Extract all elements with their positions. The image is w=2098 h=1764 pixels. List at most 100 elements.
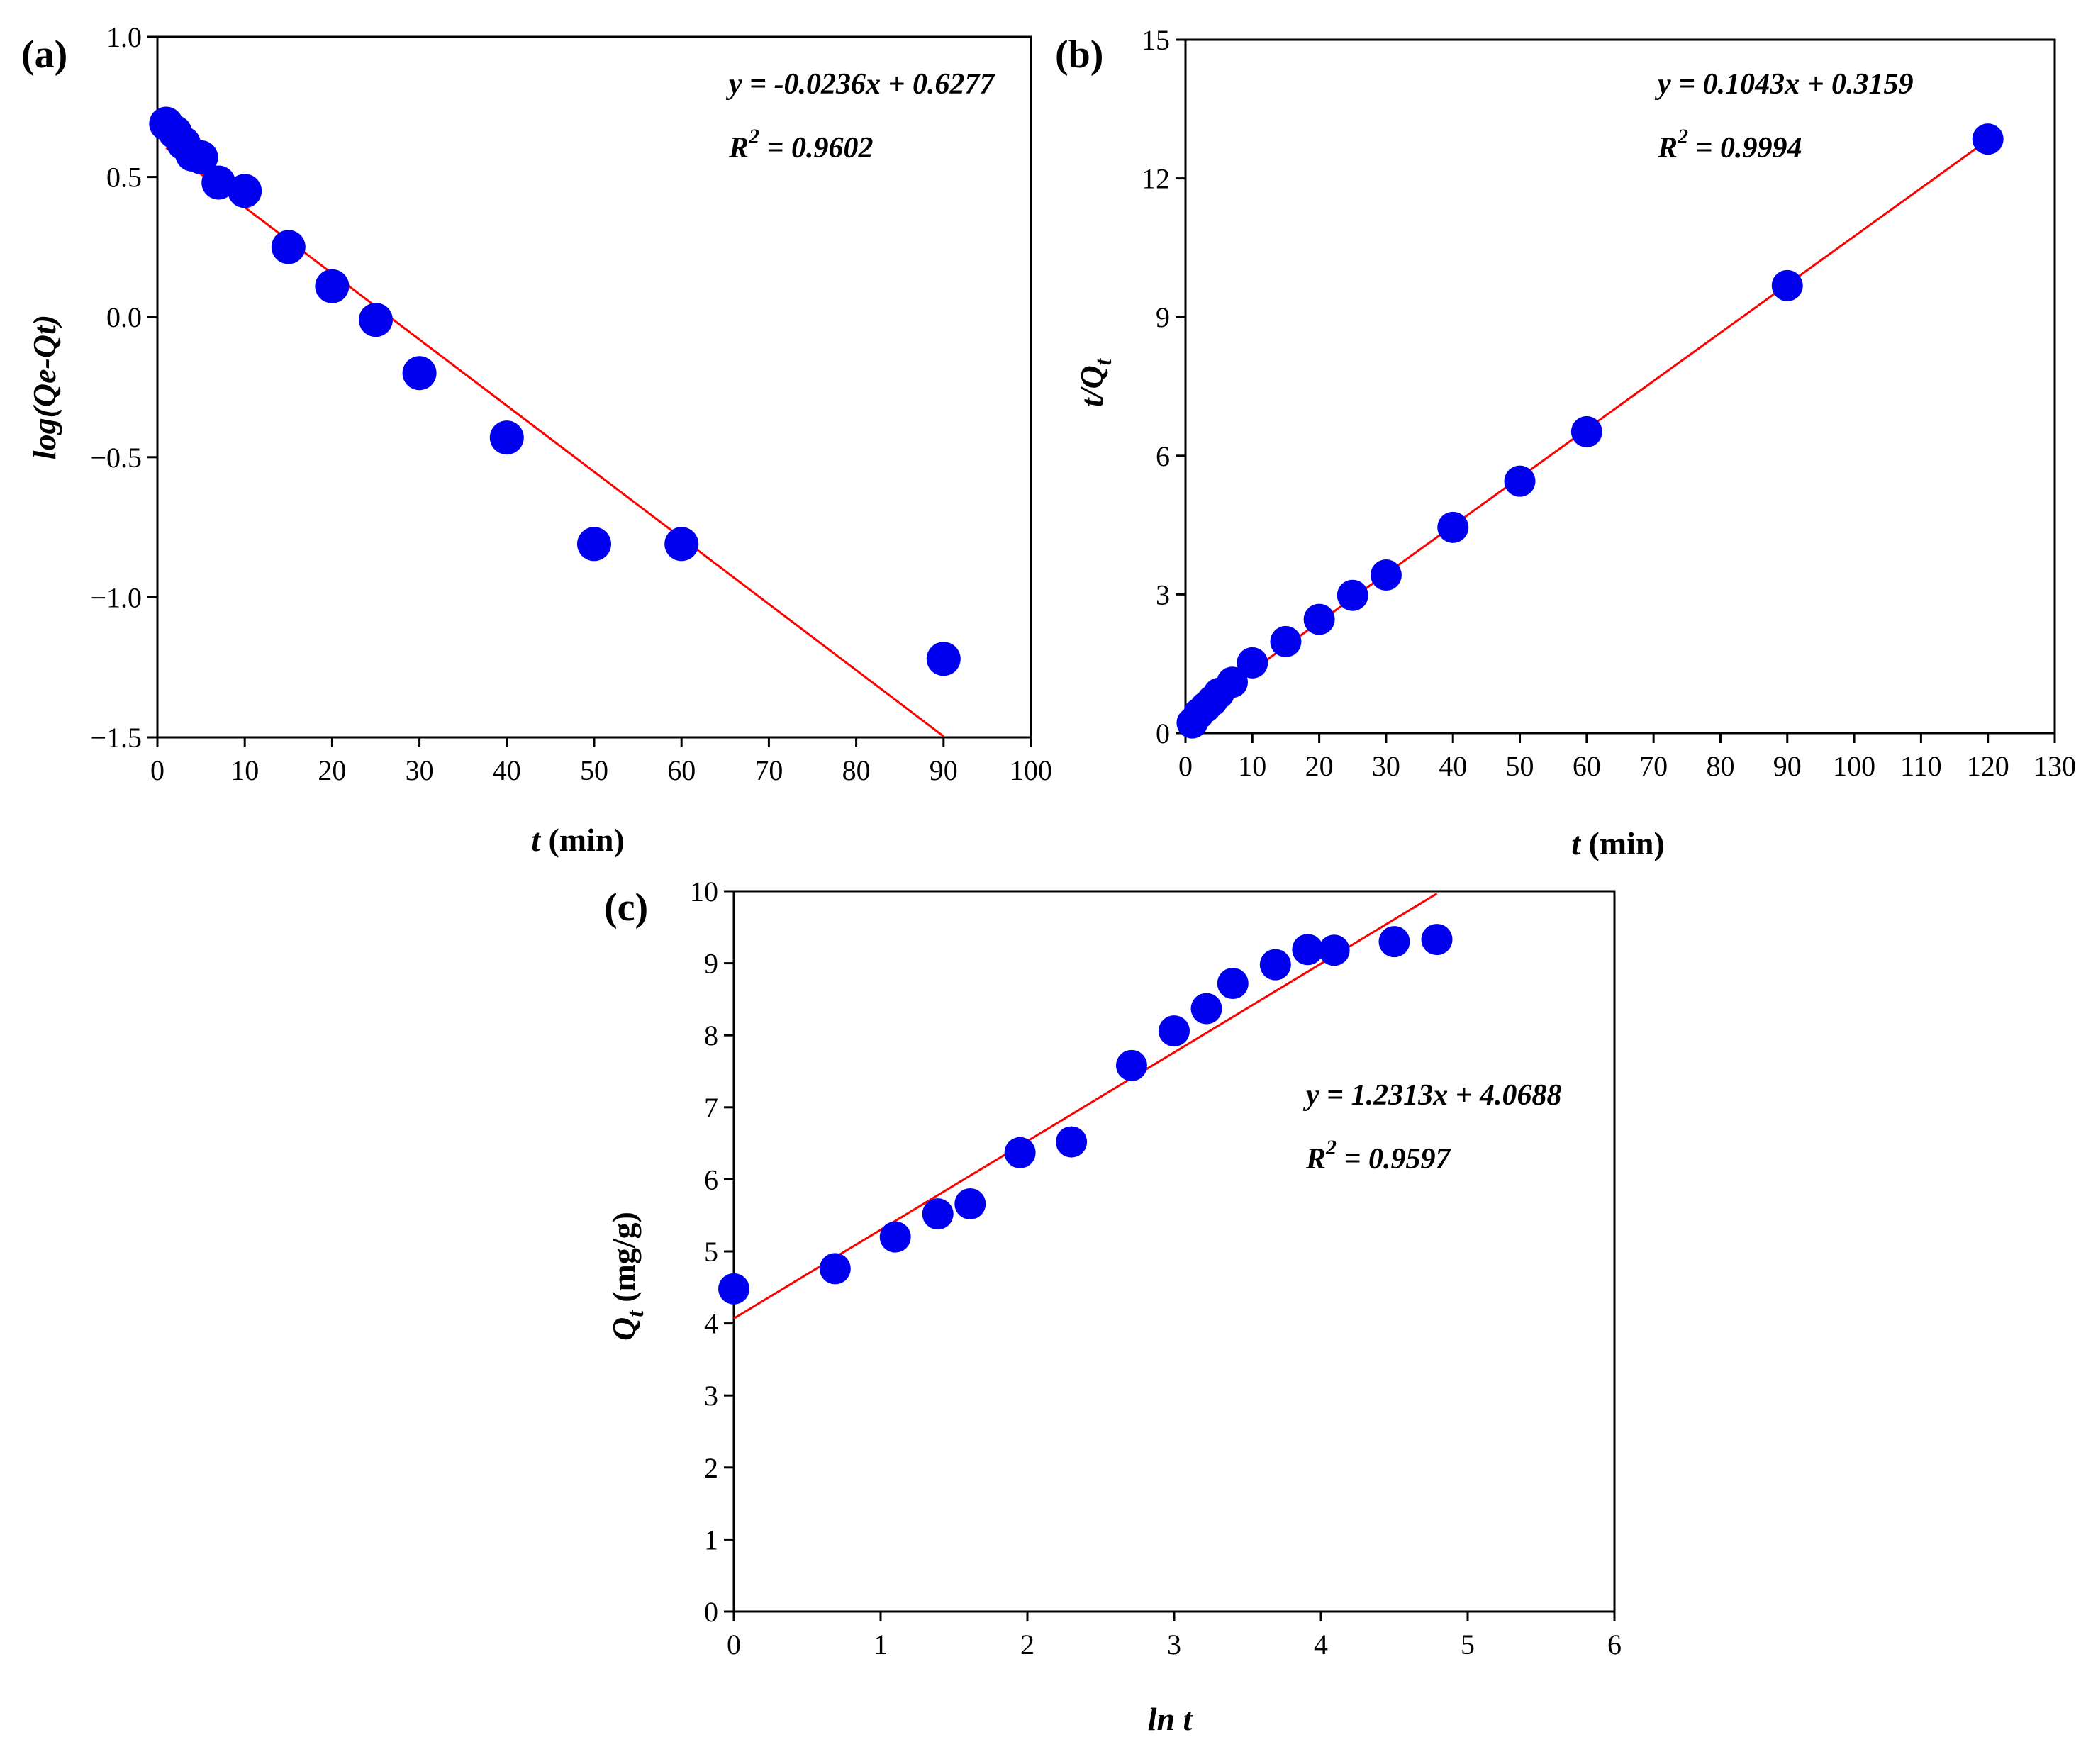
y-tick-label: 10 — [690, 876, 718, 908]
x-axis-title: t (min) — [531, 822, 625, 858]
y-axis-sub: t — [623, 1310, 649, 1317]
x-tick-label: 10 — [230, 754, 259, 786]
r-squared: R2 = 0.9597 — [1305, 1136, 1451, 1176]
y-tick-label: 3 — [1156, 579, 1170, 610]
tick-marks: 0 10 20 30 40 50 60 70 80 90 100 110 120 130 0 3 6 9 12 15 — [1142, 24, 2076, 782]
data-point — [1437, 511, 1469, 543]
data-points — [718, 924, 1453, 1305]
x-tick-label: 20 — [318, 754, 346, 786]
data-point — [718, 1273, 749, 1305]
plot-frame — [156, 35, 1032, 739]
data-point — [922, 1198, 954, 1230]
panel-b: 0 10 20 30 40 50 60 70 80 90 100 110 120 13003691215 … — [1055, 24, 2076, 861]
x-tick-label: 30 — [406, 754, 434, 786]
y-axis-unit: (mg/g) — [606, 1212, 642, 1310]
data-point — [1303, 603, 1335, 635]
data-point — [489, 420, 524, 455]
data-point — [664, 527, 699, 562]
fit-equation: y = 0.1043x + 0.3159 — [1654, 68, 1914, 101]
x-tick-label: 50 — [580, 754, 608, 786]
data-point — [1370, 559, 1402, 591]
regression-line — [733, 893, 1438, 1319]
x-tick-label: 0 — [1178, 750, 1193, 782]
data-points — [1176, 123, 2004, 739]
y-tick-label: 0 — [1156, 718, 1170, 749]
y-tick-label: 15 — [1142, 24, 1170, 56]
data-point — [228, 174, 262, 208]
y-tick-label: 6 — [704, 1163, 718, 1195]
data-point — [1270, 625, 1302, 657]
y-axis-var: t/Q — [1073, 365, 1110, 407]
x-tick-label: 110 — [1900, 750, 1942, 782]
r2-value: = 0.9597 — [1337, 1143, 1451, 1176]
y-tick-label: −1.0 — [90, 581, 142, 613]
fit-equation: y = -0.0236x + 0.6277 — [725, 68, 995, 101]
x-axis-unit: (min) — [1580, 825, 1665, 861]
y-tick-label: 1.0 — [106, 21, 142, 53]
y-tick-label: 6 — [1156, 440, 1170, 472]
data-point — [1337, 579, 1368, 611]
r2-superscript: 2 — [748, 125, 759, 148]
y-tick-label: 9 — [704, 948, 718, 980]
x-tick-label: 20 — [1305, 750, 1334, 782]
x-tick-label: 70 — [1639, 750, 1668, 782]
x-tick-label: 100 — [1833, 750, 1875, 782]
y-tick-label: 0.0 — [106, 301, 142, 333]
panel-c: 0 1 2 3 4 5 6 0 1 2 3 4 5 6 7 8 9 10 (c) y = 1.2313x + 4.… — [604, 876, 1622, 1737]
data-point — [1771, 269, 1803, 301]
r2-letter: R — [1657, 132, 1678, 164]
data-point — [819, 1253, 851, 1285]
x-tick-label: 90 — [1773, 750, 1802, 782]
data-point — [1159, 1015, 1190, 1047]
x-tick-label: 0 — [727, 1629, 741, 1660]
x-tick-label: 80 — [842, 754, 871, 786]
y-tick-label: 8 — [704, 1020, 718, 1051]
data-point — [879, 1221, 911, 1253]
data-point — [954, 1188, 986, 1219]
tick-marks: 0 10 20 30 40 50 60 70 80 90 100 1.0 0.5 0.0 −0.5 −1.0 −… — [90, 21, 1052, 786]
x-tick-label: 50 — [1506, 750, 1534, 782]
data-point — [1259, 949, 1291, 981]
y-tick-label: −1.5 — [90, 722, 142, 754]
panel-a: 0 10 20 30 40 50 60 70 80 90 100 1.0 0.5 0.0 −0.5 −1.0 −… — [21, 21, 1052, 858]
fit-equation: y = 1.2313x + 4.0688 — [1302, 1079, 1562, 1112]
x-tick-label: 0 — [150, 754, 164, 786]
x-tick-label: 6 — [1607, 1629, 1622, 1660]
x-axis-var: t — [1571, 825, 1581, 861]
x-tick-label: 4 — [1314, 1629, 1328, 1660]
data-point — [1318, 934, 1350, 966]
x-tick-label: 90 — [930, 754, 958, 786]
plot-frame — [732, 890, 1616, 1613]
x-axis-title: t (min) — [1571, 825, 1665, 861]
panel-label: (b) — [1055, 33, 1103, 77]
data-point — [1115, 1049, 1147, 1081]
x-tick-label: 60 — [667, 754, 696, 786]
r2-value: = 0.9994 — [1688, 132, 1802, 164]
r2-superscript: 2 — [1677, 125, 1688, 148]
data-point — [1056, 1126, 1088, 1158]
x-tick-label: 100 — [1010, 754, 1052, 786]
x-tick-label: 120 — [1967, 750, 2009, 782]
data-point — [1972, 123, 2004, 155]
r-squared: R2 = 0.9602 — [728, 125, 873, 164]
data-point — [1292, 934, 1324, 966]
x-tick-label: 40 — [1439, 750, 1467, 782]
x-tick-label: 1 — [874, 1629, 888, 1660]
data-point — [184, 140, 218, 174]
x-tick-label: 5 — [1461, 1629, 1475, 1660]
panel-label: (a) — [21, 33, 67, 77]
fit-line — [733, 893, 1438, 1319]
x-tick-label: 60 — [1573, 750, 1601, 782]
data-point — [315, 269, 350, 303]
r-squared: R2 = 0.9994 — [1657, 125, 1802, 164]
panel-label: (c) — [604, 886, 648, 930]
x-axis-var: t — [531, 822, 541, 858]
data-point — [1237, 647, 1268, 679]
data-point — [1570, 415, 1602, 447]
data-point — [1378, 926, 1410, 958]
x-tick-label: 2 — [1020, 1629, 1034, 1660]
y-tick-label: 0.5 — [106, 162, 142, 194]
y-axis-title: log(Qe-Qt) — [26, 315, 62, 459]
data-points — [149, 106, 961, 676]
